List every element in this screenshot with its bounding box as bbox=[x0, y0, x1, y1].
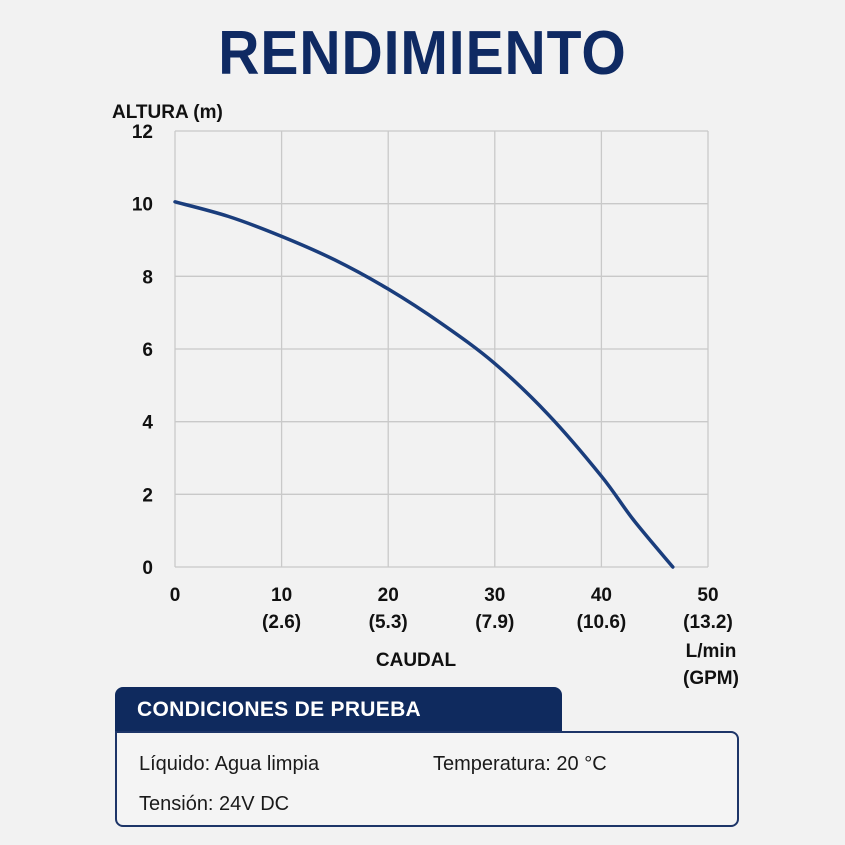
voltage-condition: Tensión: 24V DC bbox=[139, 793, 290, 815]
temperature-condition: Temperatura: 20 °C bbox=[433, 753, 607, 775]
y-axis-ticks: 0 2 4 6 8 10 12 bbox=[132, 122, 154, 579]
x-axis-ticks: 0 10 (2.6) 20 (5.3) 30 (7.9) 40 (10.6) 50 (13.2) bbox=[170, 585, 733, 633]
x-axis-title: CAUDAL bbox=[376, 650, 457, 671]
x-tick-label: 50 bbox=[697, 585, 718, 606]
test-conditions-header: CONDICIONES DE PRUEBA bbox=[115, 687, 562, 733]
x-tick-gpm-label: (7.9) bbox=[475, 612, 514, 633]
x-tick-label: 10 bbox=[271, 585, 292, 606]
chart-title: RENDIMIENTO bbox=[218, 19, 627, 88]
y-tick-label: 8 bbox=[142, 267, 153, 288]
y-tick-label: 2 bbox=[142, 485, 153, 506]
y-axis-title: ALTURA (m) bbox=[112, 102, 223, 123]
x-tick-label: 40 bbox=[591, 585, 612, 606]
x-tick-gpm-label: (10.6) bbox=[577, 612, 627, 633]
x-tick-gpm-label: (2.6) bbox=[262, 612, 301, 633]
x-tick-label: 0 bbox=[170, 585, 181, 606]
x-axis-unit-secondary: (GPM) bbox=[683, 668, 739, 689]
y-tick-label: 6 bbox=[142, 340, 153, 361]
y-tick-label: 0 bbox=[142, 558, 153, 579]
y-tick-label: 12 bbox=[132, 122, 153, 143]
performance-chart: 0 2 4 6 8 10 12 0 10 (2.6) 20 (5.3) 30 (7.9) 40 (10.6)… bbox=[112, 102, 739, 689]
liquid-condition: Líquido: Agua limpia bbox=[139, 753, 320, 775]
chart-grid bbox=[174, 130, 709, 568]
y-tick-label: 4 bbox=[142, 413, 153, 434]
x-tick-gpm-label: (5.3) bbox=[369, 612, 408, 633]
x-tick-gpm-label: (13.2) bbox=[683, 612, 733, 633]
test-conditions-box: Líquido: Agua limpia Temperatura: 20 °C … bbox=[115, 731, 739, 827]
x-tick-label: 20 bbox=[378, 585, 399, 606]
performance-curve bbox=[173, 200, 675, 569]
x-tick-label: 30 bbox=[484, 585, 505, 606]
x-axis-unit-primary: L/min bbox=[686, 641, 737, 662]
y-tick-label: 10 bbox=[132, 195, 153, 216]
